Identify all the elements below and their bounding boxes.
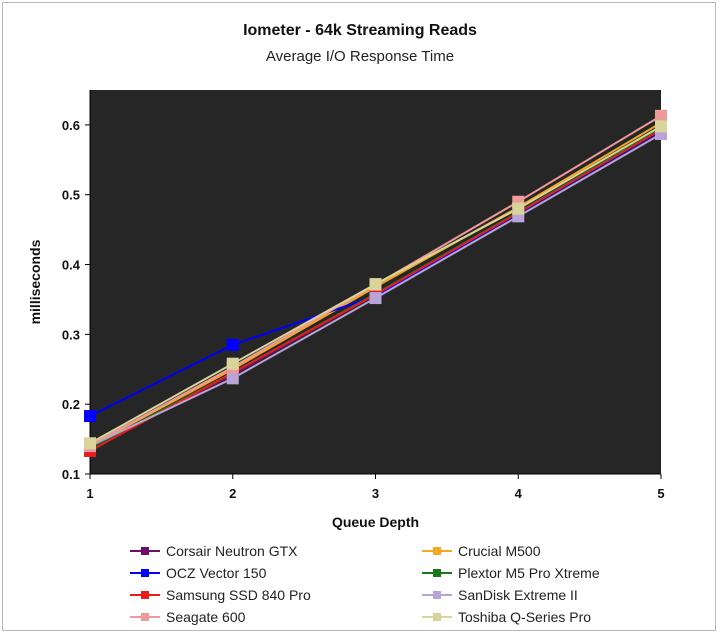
legend-swatch	[422, 608, 452, 626]
data-point	[84, 410, 96, 423]
series-markers	[84, 109, 667, 457]
legend: Corsair Neutron GTX Crucial M500 OCZ Vecto…	[130, 542, 690, 626]
x-tick-label: 3	[372, 486, 379, 501]
data-point	[655, 109, 667, 122]
legend-swatch	[422, 586, 452, 604]
x-tick-label: 5	[657, 486, 664, 501]
legend-swatch	[422, 564, 452, 582]
axes: 0.1 0.2 0.3 0.4 0.5 0.6 1 2 3 4 5	[62, 90, 665, 501]
legend-label: Toshiba Q-Series Pro	[458, 609, 592, 625]
chart-subtitle: Average I/O Response Time	[265, 48, 455, 65]
data-point	[655, 127, 667, 140]
data-point	[655, 120, 667, 133]
data-point	[226, 338, 239, 351]
y-tick-label: 0.4	[62, 258, 81, 273]
legend-swatch	[130, 542, 160, 560]
data-point	[369, 292, 382, 305]
x-tick-label: 1	[86, 486, 93, 501]
legend-label: OCZ Vector 150	[166, 565, 267, 581]
data-point	[512, 202, 525, 215]
data-point	[226, 357, 239, 370]
legend-label: Seagate 600	[166, 609, 246, 625]
y-tick-label: 0.6	[62, 118, 80, 133]
legend-item: Seagate 600	[130, 608, 422, 626]
y-tick-label: 0.1	[62, 467, 80, 482]
legend-item: Crucial M500	[422, 542, 690, 560]
legend-label: Plextor M5 Pro Xtreme	[458, 565, 600, 581]
legend-swatch	[422, 542, 452, 560]
legend-label: Samsung SSD 840 Pro	[166, 587, 311, 603]
legend-item: Plextor M5 Pro Xtreme	[422, 564, 690, 582]
legend-item: Toshiba Q-Series Pro	[422, 608, 690, 626]
line-chart: 0.1 0.2 0.3 0.4 0.5 0.6 1 2 3 4 5 milliseconds Que…	[27, 90, 667, 530]
data-point	[369, 278, 382, 291]
y-tick-label: 0.2	[62, 397, 80, 412]
data-point	[226, 372, 239, 385]
legend-item: OCZ Vector 150	[130, 564, 422, 582]
legend-item: SanDisk Extreme II	[422, 586, 690, 604]
legend-label: SanDisk Extreme II	[458, 587, 578, 603]
y-tick-label: 0.5	[62, 188, 80, 203]
x-axis-label: Queue Depth	[332, 514, 419, 530]
legend-item: Corsair Neutron GTX	[130, 542, 422, 560]
x-tick-label: 4	[515, 486, 523, 501]
legend-label: Corsair Neutron GTX	[166, 543, 298, 559]
legend-item: Samsung SSD 840 Pro	[130, 586, 422, 604]
legend-swatch	[130, 586, 160, 604]
legend-swatch	[130, 564, 160, 582]
y-axis-label: milliseconds	[27, 239, 43, 324]
chart-title: Iometer - 64k Streaming Reads	[243, 22, 477, 39]
data-point	[84, 437, 96, 450]
legend-label: Crucial M500	[458, 543, 541, 559]
x-tick-label: 2	[229, 486, 236, 501]
y-tick-label: 0.3	[62, 327, 80, 342]
legend-swatch	[130, 608, 160, 626]
